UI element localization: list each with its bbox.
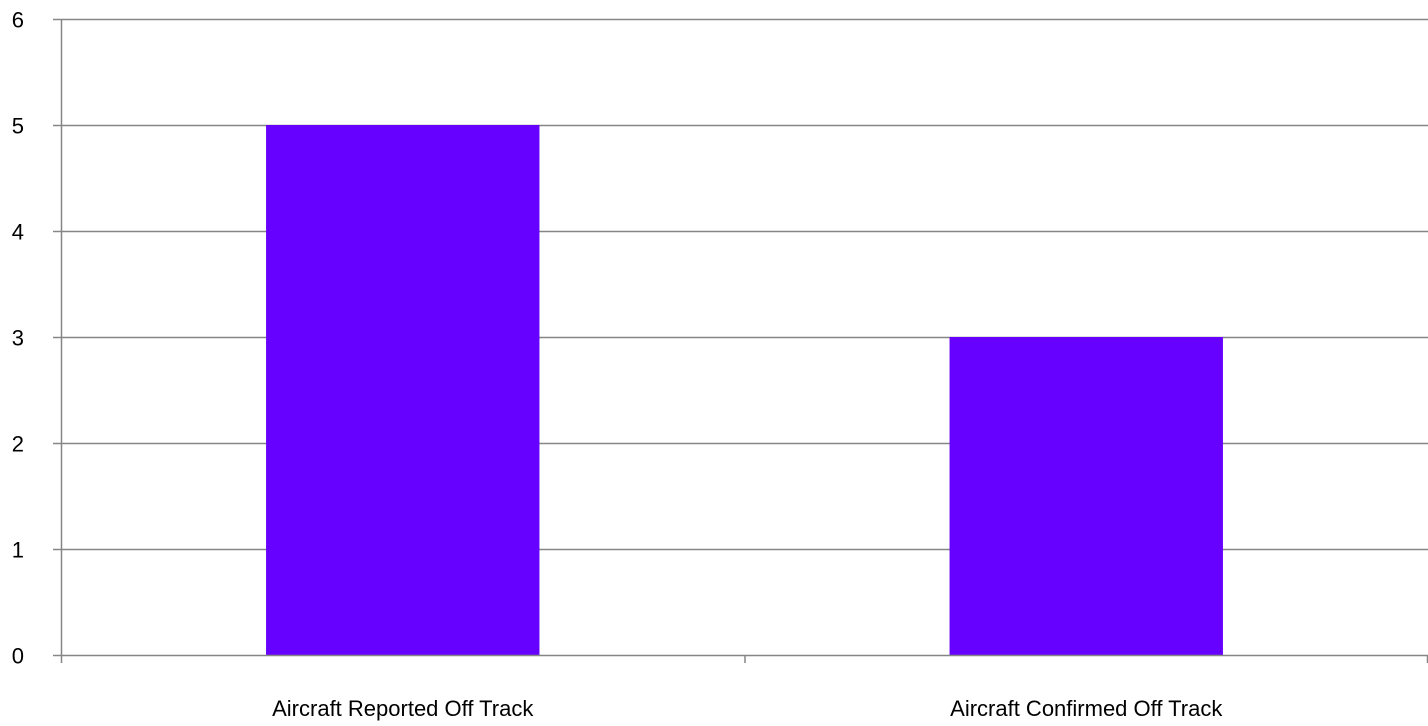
- bar: [266, 125, 540, 655]
- x-tick-labels: Aircraft Reported Off Track Aircraft Conf…: [272, 696, 1223, 721]
- y-tick-labels: 0 1 2 3 4 5 6: [12, 8, 24, 669]
- y-tick-label: 1: [12, 538, 24, 563]
- x-tick-label: Aircraft Confirmed Off Track: [950, 696, 1223, 721]
- y-tick-label: 3: [12, 326, 24, 351]
- y-tick-label: 5: [12, 114, 24, 139]
- y-tick-label: 2: [12, 432, 24, 457]
- y-tick-label: 6: [12, 8, 24, 33]
- y-tick-label: 0: [12, 644, 24, 669]
- x-tick-label: Aircraft Reported Off Track: [272, 696, 534, 721]
- y-tick-label: 4: [12, 220, 24, 245]
- bar: [949, 337, 1223, 655]
- bars: [266, 125, 1223, 655]
